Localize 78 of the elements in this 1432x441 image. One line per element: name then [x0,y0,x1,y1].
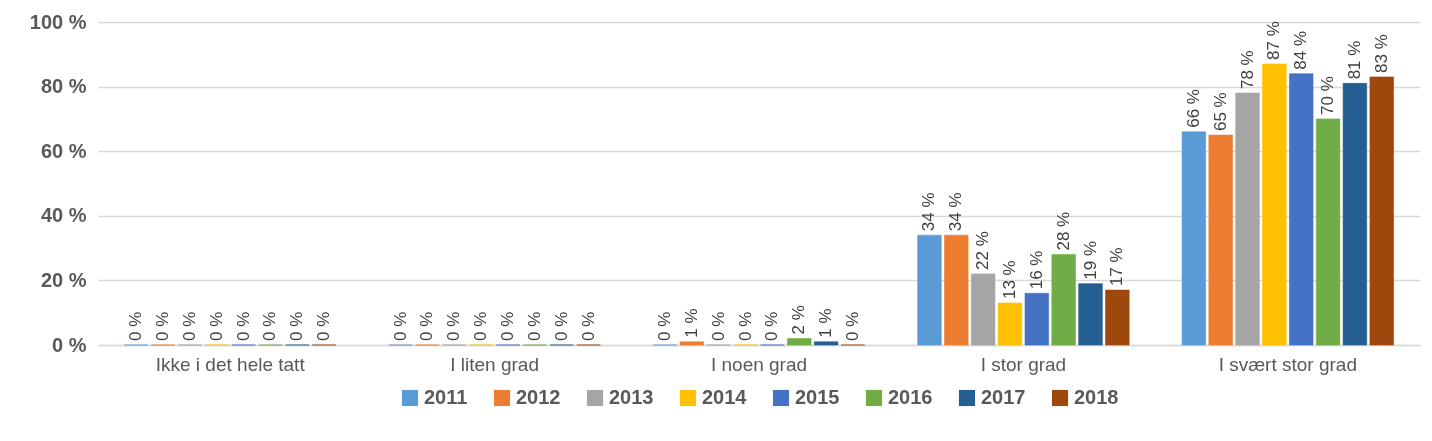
data-label: 65 % [1210,92,1230,132]
legend-label: 2015 [795,386,840,408]
data-label: 0 % [260,311,280,341]
y-tick-label: 40 % [40,204,87,227]
data-label: 0 % [708,311,728,341]
x-tick-label: Ikke i det hele tatt [155,353,306,375]
bar [1208,134,1233,346]
data-label: 0 % [444,311,464,341]
y-tick-label: 20 % [40,268,87,291]
data-label: 81 % [1344,40,1364,80]
data-label: 0 % [735,311,755,341]
data-label: 87 % [1264,21,1284,60]
data-label: 0 % [551,311,571,341]
legend-label: 2014 [702,386,748,408]
data-label: 66 % [1183,89,1203,128]
bar [1181,131,1206,346]
data-label: 19 % [1080,240,1100,280]
data-label: 16 % [1026,250,1046,290]
bar [1105,289,1130,346]
legend-label: 2017 [981,386,1026,408]
data-label: 70 % [1318,76,1338,115]
data-label: 78 % [1237,50,1257,90]
data-label: 34 % [919,192,939,232]
legend-label: 2012 [516,386,561,408]
data-label: 0 % [471,311,491,341]
y-tick-label: 60 % [40,139,87,162]
data-label: 0 % [179,311,199,341]
bar [814,341,839,346]
data-label: 1 % [816,308,836,338]
data-label: 22 % [973,231,993,270]
x-tick-label: I noen grad [710,353,808,375]
data-label: 0 % [314,311,334,341]
data-label: 28 % [1053,211,1073,251]
data-label: 0 % [126,311,146,341]
legend-label: 2011 [424,386,468,408]
bar [787,338,812,346]
data-label: 0 % [498,311,518,341]
data-label: 0 % [578,311,598,341]
data-label: 0 % [762,311,782,341]
x-tick-label: I liten grad [450,353,539,375]
x-tick-label: I svært stor grad [1218,353,1357,375]
bar [971,273,996,346]
bar [1078,283,1103,346]
bar [1024,293,1049,346]
data-label: 0 % [233,311,253,341]
bar [1262,63,1287,346]
data-label: 0 % [153,311,173,341]
y-tick-label: 100 % [29,10,87,33]
legend-label: 2016 [888,386,933,408]
bar [1051,254,1076,346]
bar [1315,118,1341,346]
bar [1369,76,1394,346]
data-label: 0 % [842,311,862,341]
x-tick-label: I stor grad [980,353,1067,375]
data-label: 13 % [999,260,1019,300]
bar [997,302,1023,346]
data-label: 2 % [789,305,809,335]
bar [1289,73,1314,346]
data-label: 0 % [390,311,410,341]
bar [1235,92,1260,346]
y-tick-label: 80 % [40,75,87,98]
legend-label: 2013 [609,386,654,408]
bar [1342,83,1368,346]
y-tick-label: 0 % [52,333,87,356]
data-label: 84 % [1291,30,1311,70]
data-label: 83 % [1371,34,1391,73]
data-label: 0 % [655,311,675,341]
data-label: 0 % [206,311,226,341]
bar [679,341,704,346]
data-label: 0 % [417,311,437,341]
legend-label: 2018 [1074,386,1119,408]
bar [917,234,942,346]
data-label: 17 % [1107,247,1127,287]
data-label: 0 % [524,311,544,341]
bar [944,234,969,346]
data-label: 34 % [946,192,966,232]
data-label: 0 % [287,311,307,341]
data-label: 1 % [681,308,701,338]
